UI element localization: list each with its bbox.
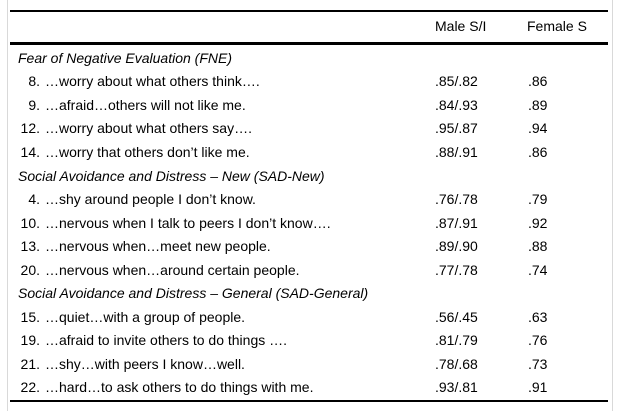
section-heading-label: Social Avoidance and Distress – General …	[18, 285, 369, 302]
item-number: 20.	[20, 261, 40, 278]
female-loading-value: .74	[528, 261, 548, 278]
item-row: 4. …shy around people I don’t know. .76/.7…	[10, 187, 612, 211]
male-loading-value: .88/.91	[435, 143, 478, 160]
item-row: 13. …nervous when…meet new people. .89/.90…	[10, 234, 612, 258]
male-loading-value: .78/.68	[435, 355, 478, 372]
male-loading-value: .95/.87	[435, 120, 478, 137]
item-text: …worry about what others say….	[45, 120, 252, 137]
table-header-row: Male S/I Female S	[10, 18, 612, 36]
item-row: 15. …quiet…with a group of people. .56/.45…	[10, 305, 612, 329]
section-heading: Fear of Negative Evaluation (FNE)	[10, 46, 612, 70]
item-text: …nervous when I talk to peers I don’t kn…	[45, 214, 331, 231]
female-loading-value: .73	[528, 355, 548, 372]
item-number: 12.	[20, 120, 40, 137]
item-text: …shy…with peers I know…well.	[45, 355, 245, 372]
item-number: 21.	[20, 355, 40, 372]
male-loading-value: .77/.78	[435, 261, 478, 278]
left-page-edge-line	[7, 0, 8, 411]
item-row: 12. …worry about what others say…. .95/.87…	[10, 117, 612, 141]
item-row: 20. …nervous when…around certain people..…	[10, 258, 612, 282]
female-loading-value: .86	[528, 73, 548, 90]
female-loading-value: .76	[528, 332, 548, 349]
item-text: …afraid…others will not like me.	[45, 96, 246, 113]
item-text: …hard…to ask others to do things with me…	[45, 379, 314, 396]
item-row: 19. …afraid to invite others to do things…	[10, 329, 612, 353]
section-heading-label: Fear of Negative Evaluation (FNE)	[18, 49, 232, 66]
column-header-female: Female S	[527, 18, 587, 34]
male-loading-value: .87/.91	[435, 214, 478, 231]
female-loading-value: .89	[528, 96, 548, 113]
item-text: …quiet…with a group of people.	[45, 308, 246, 325]
female-loading-value: .92	[528, 214, 548, 231]
female-loading-value: .91	[528, 379, 548, 396]
item-number: 10.	[20, 214, 40, 231]
item-text: …nervous when…around certain people.	[45, 261, 300, 278]
male-loading-value: .56/.45	[435, 308, 478, 325]
female-loading-value: .63	[528, 308, 548, 325]
item-text: …afraid to invite others to do things ….	[45, 332, 288, 349]
table-top-rule	[10, 10, 608, 12]
female-loading-value: .88	[528, 238, 548, 255]
item-number: 13.	[20, 238, 40, 255]
right-page-edge-line	[612, 0, 613, 411]
section-heading-label: Social Avoidance and Distress – New (SAD…	[18, 167, 325, 184]
table-bottom-rule	[10, 400, 608, 402]
item-row: 10. …nervous when I talk to peers I don’t…	[10, 211, 612, 235]
item-text: …worry about what others think….	[45, 73, 260, 90]
item-text: …worry that others don’t like me.	[45, 143, 250, 160]
column-header-male: Male S/I	[435, 18, 487, 34]
table-header-bottom-rule	[10, 42, 608, 45]
item-number: 15.	[20, 308, 40, 325]
item-row: 8. …worry about what others think…. .85/.8…	[10, 70, 612, 94]
item-row: 14. …worry that others don’t like me. .88/…	[10, 140, 612, 164]
item-number: 4.	[28, 191, 40, 208]
female-loading-value: .94	[528, 120, 548, 137]
item-row: 21. …shy…with peers I know…well. .78/.68 .7…	[10, 352, 612, 376]
male-loading-value: .93/.81	[435, 379, 478, 396]
item-number: 9.	[28, 96, 40, 113]
item-text: …shy around people I don’t know.	[45, 191, 256, 208]
item-text: …nervous when…meet new people.	[45, 238, 271, 255]
female-loading-value: .79	[528, 191, 548, 208]
male-loading-value: .85/.82	[435, 73, 478, 90]
item-number: 19.	[20, 332, 40, 349]
section-heading: Social Avoidance and Distress – General …	[10, 281, 612, 305]
item-number: 8.	[28, 73, 40, 90]
item-number: 22.	[20, 379, 40, 396]
male-loading-value: .76/.78	[435, 191, 478, 208]
section-heading: Social Avoidance and Distress – New (SAD…	[10, 164, 612, 188]
male-loading-value: .81/.79	[435, 332, 478, 349]
table-body: Fear of Negative Evaluation (FNE) 8. …worr…	[10, 46, 612, 400]
item-row: 22. …hard…to ask others to do things with…	[10, 376, 612, 400]
female-loading-value: .86	[528, 143, 548, 160]
male-loading-value: .84/.93	[435, 96, 478, 113]
item-row: 9. …afraid…others will not like me. .84/.9…	[10, 93, 612, 117]
item-number: 14.	[20, 143, 40, 160]
male-loading-value: .89/.90	[435, 238, 478, 255]
